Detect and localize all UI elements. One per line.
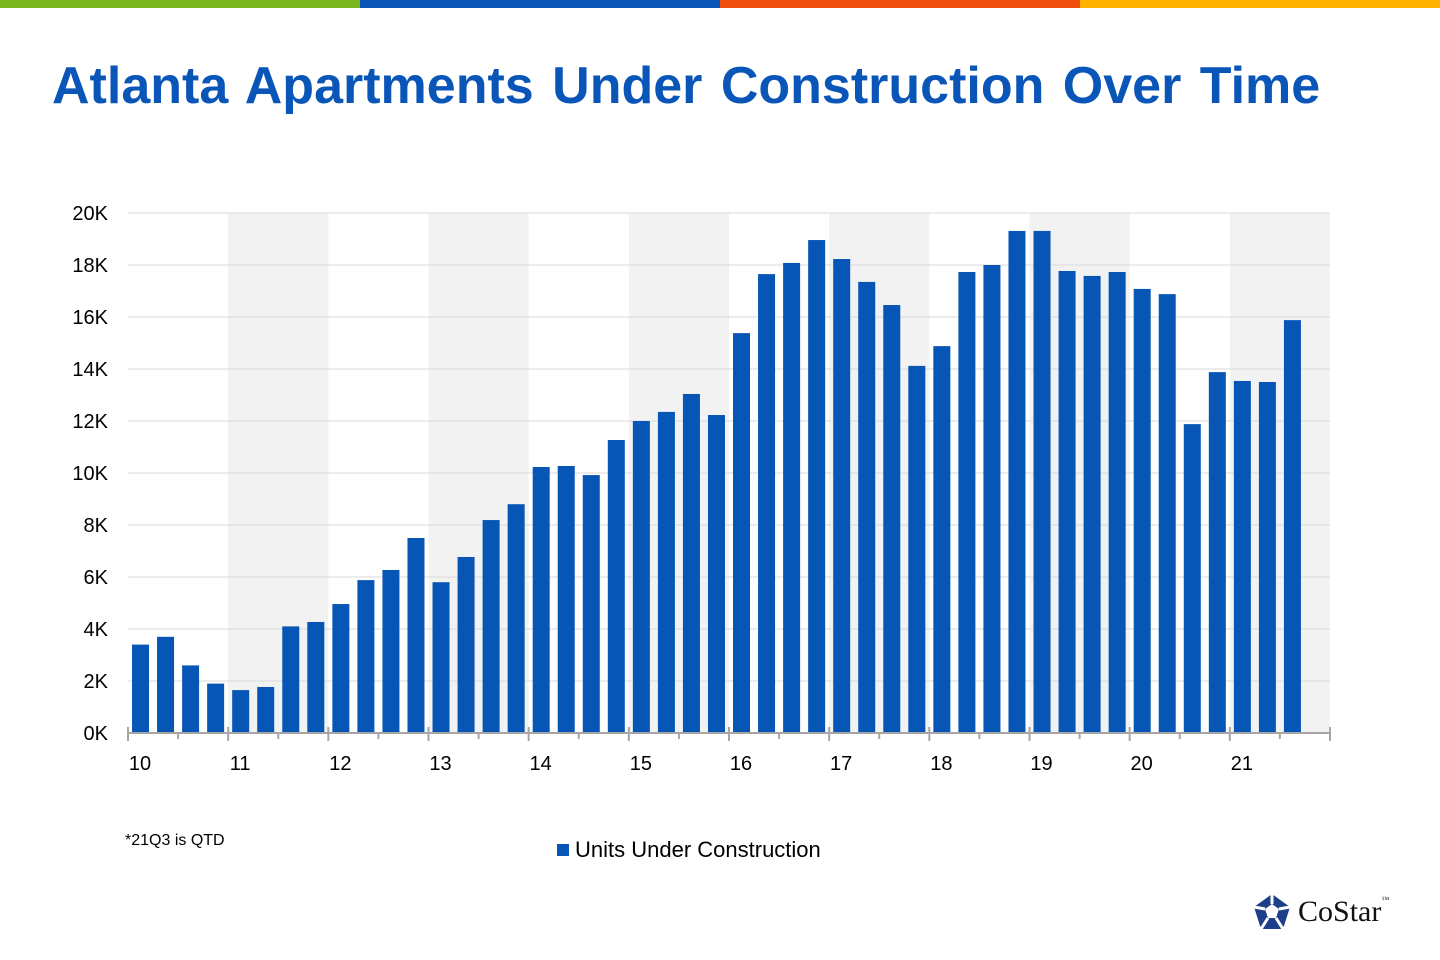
- bar-14Q4: [607, 439, 625, 733]
- bar-17Q1: [833, 259, 851, 733]
- legend: Units Under Construction: [557, 837, 821, 863]
- x-tick-label: 18: [930, 753, 952, 775]
- x-tick-label: 16: [730, 753, 752, 775]
- bar-19Q1: [1033, 230, 1051, 733]
- bar-14Q2: [557, 465, 575, 733]
- bar-20Q4: [1208, 372, 1226, 733]
- y-tick-label: 16K: [72, 307, 108, 329]
- top-stripe-blue: [360, 0, 720, 8]
- page-title: Atlanta Apartments Under Construction Ov…: [52, 57, 1321, 115]
- y-tick-label: 8K: [84, 515, 109, 537]
- x-tick-label: 19: [1030, 753, 1052, 775]
- bar-18Q1: [933, 346, 951, 733]
- bar-12Q2: [357, 580, 375, 733]
- bar-19Q4: [1108, 272, 1126, 733]
- costar-star-icon: [1253, 894, 1291, 930]
- bar-17Q3: [883, 305, 901, 733]
- bar-14Q1: [532, 467, 550, 733]
- bar-12Q4: [407, 538, 425, 733]
- bar-11Q4: [307, 621, 325, 733]
- bar-21Q1: [1233, 380, 1251, 733]
- legend-label: Units Under Construction: [575, 837, 821, 862]
- bar-11Q3: [282, 626, 300, 733]
- y-tick-label: 12K: [72, 411, 108, 433]
- top-stripe-green: [0, 0, 360, 8]
- bar-15Q1: [632, 421, 650, 733]
- bar-16Q1: [733, 333, 751, 733]
- bar-19Q2: [1058, 270, 1076, 733]
- y-tick-label: 6K: [84, 567, 109, 589]
- y-tick-label: 10K: [72, 463, 108, 485]
- logo-text: CoStar™: [1298, 895, 1389, 929]
- bar-15Q4: [707, 415, 725, 733]
- bar-13Q3: [482, 520, 500, 733]
- bar-10Q1: [132, 644, 150, 733]
- bar-10Q4: [207, 683, 225, 733]
- x-tick-label: 17: [830, 753, 852, 775]
- x-tick-label: 12: [329, 753, 351, 775]
- top-stripe-orange: [720, 0, 1080, 8]
- bar-18Q4: [1008, 230, 1026, 733]
- x-tick-label: 14: [530, 753, 552, 775]
- bar-15Q2: [657, 411, 675, 733]
- y-tick-label: 2K: [84, 671, 109, 693]
- logo-wordmark: CoStar: [1298, 895, 1382, 928]
- bar-16Q4: [808, 240, 826, 734]
- bar-20Q1: [1133, 288, 1151, 733]
- bar-13Q1: [432, 582, 450, 733]
- x-tick-label: 20: [1131, 753, 1153, 775]
- bar-18Q2: [958, 272, 976, 733]
- bar-18Q3: [983, 265, 1001, 733]
- bar-16Q2: [758, 274, 776, 733]
- bar-21Q3: [1283, 320, 1301, 733]
- bar-10Q3: [182, 665, 200, 733]
- costar-logo: CoStar™: [1252, 892, 1389, 932]
- x-tick-label: 21: [1231, 753, 1253, 775]
- top-stripe-yellow: [1080, 0, 1440, 8]
- y-tick-label: 14K: [72, 359, 108, 381]
- bar-20Q2: [1158, 294, 1176, 733]
- bar-20Q3: [1183, 424, 1201, 733]
- x-tick-label: 13: [429, 753, 451, 775]
- y-tick-label: 20K: [72, 203, 108, 225]
- legend-swatch: [557, 844, 569, 856]
- bar-16Q3: [783, 262, 801, 733]
- bar-17Q4: [908, 365, 926, 733]
- bar-11Q2: [257, 686, 275, 733]
- y-tick-label: 4K: [84, 619, 109, 641]
- bar-21Q2: [1258, 382, 1276, 733]
- footnote: *21Q3 is QTD: [125, 832, 225, 849]
- bar-10Q2: [157, 636, 175, 733]
- bar-12Q1: [332, 604, 350, 733]
- x-tick-label: 10: [129, 753, 151, 775]
- y-tick-label: 0K: [84, 723, 109, 745]
- x-tick-label: 11: [230, 753, 251, 775]
- bar-13Q4: [507, 504, 525, 733]
- bar-17Q2: [858, 281, 876, 733]
- bar-19Q3: [1083, 275, 1101, 733]
- logo-tm: ™: [1381, 895, 1390, 904]
- bar-14Q3: [582, 475, 600, 733]
- bar-15Q3: [682, 393, 700, 733]
- bar-12Q3: [382, 569, 400, 733]
- bar-13Q2: [457, 556, 475, 733]
- y-tick-label: 18K: [72, 255, 108, 277]
- bar-11Q1: [232, 690, 250, 733]
- x-tick-label: 15: [630, 753, 652, 775]
